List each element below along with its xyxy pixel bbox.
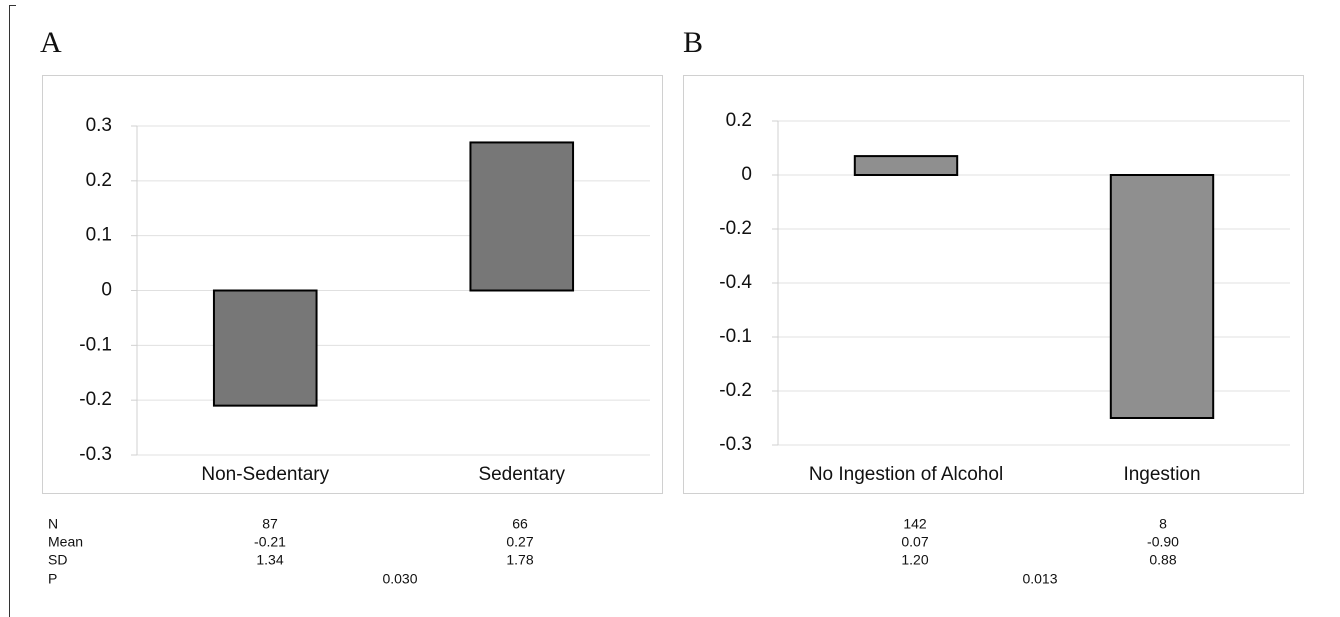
panel-frame (42, 75, 663, 494)
bar (1109, 174, 1215, 419)
row-label: P (48, 571, 57, 587)
y-tick-label: -0.3 (719, 434, 752, 455)
table-cell: 0.88 (1149, 552, 1176, 568)
table-cell: 0.27 (506, 534, 533, 550)
y-tick-label: -0.4 (719, 272, 752, 293)
y-tick-label: -0.1 (719, 326, 752, 347)
table-cell: 1.78 (506, 552, 533, 568)
y-tick-label: 0 (101, 280, 112, 301)
row-label: SD (48, 552, 67, 568)
table-cell: 0.030 (382, 571, 417, 587)
table-cell: 0.07 (901, 534, 928, 550)
y-tick-label: -0.2 (79, 389, 112, 410)
y-tick-label: 0.3 (86, 115, 112, 136)
x-tick-label: Non-Sedentary (201, 464, 329, 485)
table-cell: 1.20 (901, 552, 928, 568)
row-label: N (48, 516, 58, 532)
table-cell: 1.34 (256, 552, 283, 568)
table-cell: 0.013 (1022, 571, 1057, 587)
y-tick-label: -0.2 (719, 218, 752, 239)
y-tick-label: -0.1 (79, 334, 112, 355)
table-cell: 66 (512, 516, 528, 532)
x-tick-label: Ingestion (1123, 464, 1200, 485)
y-tick-label: 0.1 (86, 225, 112, 246)
panel-label: A (40, 26, 62, 59)
y-tick-label: -0.2 (719, 380, 752, 401)
table-cell: -0.90 (1147, 534, 1179, 550)
y-tick-label: 0.2 (86, 170, 112, 191)
bar (469, 141, 575, 292)
y-tick-label: 0 (741, 164, 752, 185)
row-label: Mean (48, 534, 83, 550)
x-tick-label: Sedentary (478, 464, 565, 485)
x-tick-label: No Ingestion of Alcohol (809, 464, 1003, 485)
panel-frame (683, 75, 1304, 494)
table-cell: 87 (262, 516, 278, 532)
bar (212, 289, 318, 407)
y-tick-label: 0.2 (726, 110, 752, 131)
y-tick-label: -0.3 (79, 444, 112, 465)
table-cell: 142 (903, 516, 927, 532)
panel-label: B (683, 26, 703, 59)
table-cell: -0.21 (254, 534, 286, 550)
table-cell: 8 (1159, 516, 1167, 532)
bar (853, 155, 959, 177)
